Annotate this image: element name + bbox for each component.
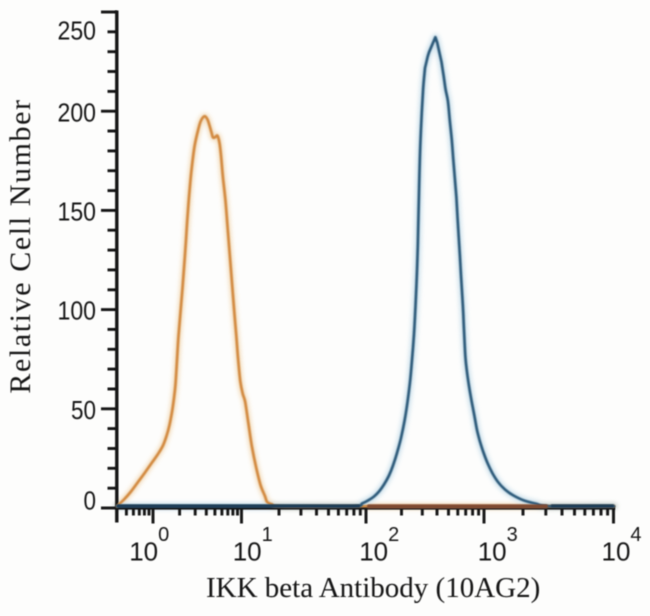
svg-text:0: 0 bbox=[84, 486, 97, 516]
svg-text:150: 150 bbox=[58, 196, 97, 226]
svg-text:50: 50 bbox=[71, 395, 96, 425]
svg-text:250: 250 bbox=[58, 16, 97, 46]
svg-text:200: 200 bbox=[58, 98, 97, 128]
svg-text:IKK beta Antibody (10AG2): IKK beta Antibody (10AG2) bbox=[206, 572, 540, 604]
svg-text:Relative Cell Number: Relative Cell Number bbox=[4, 98, 37, 393]
svg-text:100: 100 bbox=[58, 296, 97, 326]
